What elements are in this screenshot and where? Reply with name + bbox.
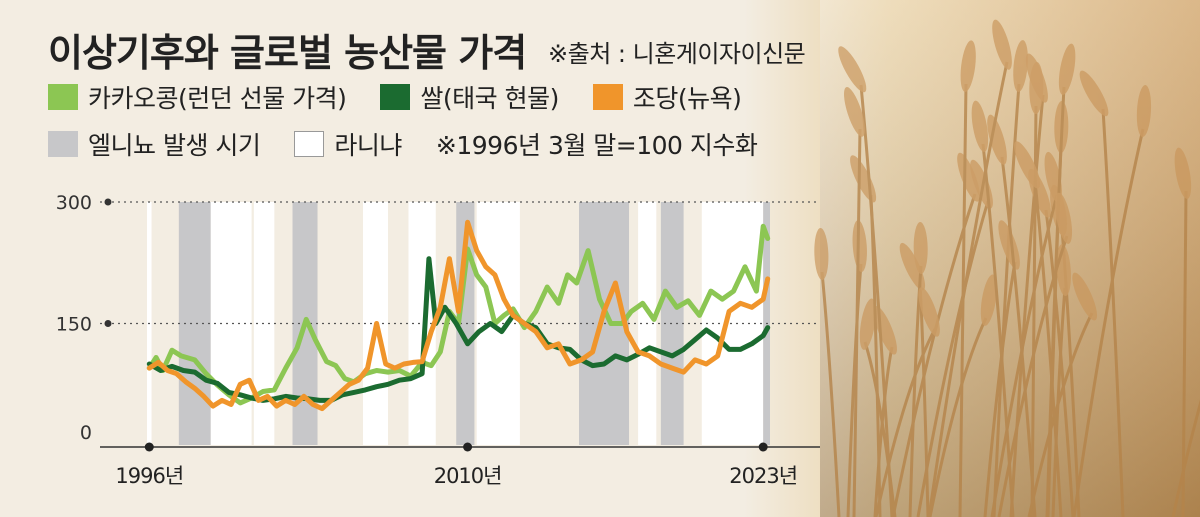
wheat-head xyxy=(987,114,1007,165)
y-tick-label-0: 0 xyxy=(80,422,92,444)
wheat-stalk xyxy=(1171,399,1200,517)
x-tick-dot-1 xyxy=(463,442,473,452)
wheat-stalk xyxy=(927,61,1009,517)
wheat-stalk xyxy=(820,271,841,517)
x-tick-label-2: 2023년 xyxy=(729,464,797,488)
wheat-head xyxy=(838,46,867,93)
legend-label-cocoa: 카카오콩(런던 선물 가격) xyxy=(88,84,347,113)
legend-swatch-cocoa xyxy=(48,84,78,110)
wheat-stalk xyxy=(990,194,1059,517)
wheat-head xyxy=(1072,272,1098,321)
wheat-stalk xyxy=(1051,287,1067,517)
legend-item-lanina: 라니냐 xyxy=(294,126,402,162)
legend-swatch-lanina xyxy=(294,131,325,157)
y-tick-label-300: 300 xyxy=(56,192,92,214)
legend-note-text: ※1996년 3월 말=100 지수화 xyxy=(435,131,758,160)
wheat-stalk xyxy=(1027,312,1094,517)
wheat-head xyxy=(913,222,928,274)
wheat-stalk xyxy=(846,263,863,517)
axes: 300 150 0 1996년 2010년 2023년 xyxy=(56,192,820,488)
legend-item-cocoa: 카카오콩(런던 선물 가격) xyxy=(48,79,347,115)
legend-label-lanina: 라니냐 xyxy=(334,131,402,160)
wheat-stalk xyxy=(1000,156,1037,517)
wheat-head xyxy=(960,40,976,92)
wheat-stalk xyxy=(981,143,1015,517)
wheat-head xyxy=(1079,70,1109,117)
source-note: ※출처 : 니혼게이자이신문 xyxy=(548,40,806,68)
wheat-head xyxy=(980,274,997,326)
legend-swatch-sugar xyxy=(592,84,623,110)
wheat-stalk xyxy=(983,261,1017,517)
wheat-stalks xyxy=(814,19,1200,517)
wheat-head xyxy=(844,87,865,137)
wheat-head xyxy=(1174,147,1192,199)
legend-label-sugar: 조당(뉴욕) xyxy=(632,84,742,113)
wheat-head xyxy=(918,287,940,337)
legend-swatch-rice xyxy=(380,84,411,110)
wheat-head xyxy=(1058,43,1076,95)
wheat-stalk xyxy=(1009,94,1045,517)
wheat-head xyxy=(1029,62,1044,114)
wheat-stalk xyxy=(859,84,894,517)
wheat-head xyxy=(852,220,867,272)
wheat-head xyxy=(971,100,989,152)
wheat-stalk xyxy=(1101,108,1125,517)
wheat-head xyxy=(814,228,829,280)
wheat-head xyxy=(859,298,876,350)
wheat-head xyxy=(1055,192,1073,244)
legend-item-elnino: 엘니뇨 발생 시기 xyxy=(48,126,261,162)
wheat-stalk xyxy=(992,83,1021,517)
y-tick-label-150: 150 xyxy=(56,314,92,336)
chart-title: 이상기후와 글로벌 농산물 가격 xyxy=(48,31,527,75)
wheat-stalk xyxy=(874,328,937,517)
series-lines xyxy=(146,219,771,412)
legend-item-rice: 쌀(태국 현물) xyxy=(380,79,559,115)
sugar-line xyxy=(146,219,771,412)
legend-row-1: 카카오콩(런던 선물 가격) 쌀(태국 현물) 조당(뉴욕) xyxy=(48,80,775,114)
wheat-head xyxy=(1014,141,1041,189)
elnino-band-4 xyxy=(660,202,684,445)
legend-label-rice: 쌀(태국 현물) xyxy=(420,84,559,113)
legend-label-elnino: 엘니뇨 발생 시기 xyxy=(88,131,261,160)
x-tick-label-1: 2010년 xyxy=(434,464,502,488)
x-tick-dot-0 xyxy=(144,442,154,452)
legend-swatch-elnino xyxy=(48,131,78,157)
legend-item-sugar: 조당(뉴욕) xyxy=(592,79,742,115)
x-tick-dot-2 xyxy=(758,442,768,452)
wheat-stalk xyxy=(852,128,862,517)
y-tick-dot-300 xyxy=(104,198,112,206)
wheat-stalk xyxy=(873,346,894,517)
wheat-stalk xyxy=(997,235,1069,517)
wheat-head xyxy=(1013,40,1028,92)
x-tick-label-0: 1996년 xyxy=(115,464,183,488)
wheat-stalk xyxy=(1072,128,1145,517)
y-tick-dot-150 xyxy=(104,320,112,327)
lanina-band-7 xyxy=(701,202,764,445)
wheat-stalk xyxy=(928,317,988,517)
wheat-head xyxy=(1136,85,1152,137)
elnino-band-0 xyxy=(178,202,211,445)
wheat-head xyxy=(992,19,1012,70)
lanina-band-2 xyxy=(253,202,275,445)
wheat-stalk xyxy=(958,83,968,517)
wheat-stalk xyxy=(1033,180,1063,517)
wheat-head xyxy=(957,152,980,202)
legend-row-2: 엘니뇨 발생 시기 라니냐 ※1996년 3월 말=100 지수화 xyxy=(48,127,791,161)
wheat-stalk xyxy=(1045,86,1066,517)
legend-note: ※1996년 3월 말=100 지수화 xyxy=(435,126,758,162)
